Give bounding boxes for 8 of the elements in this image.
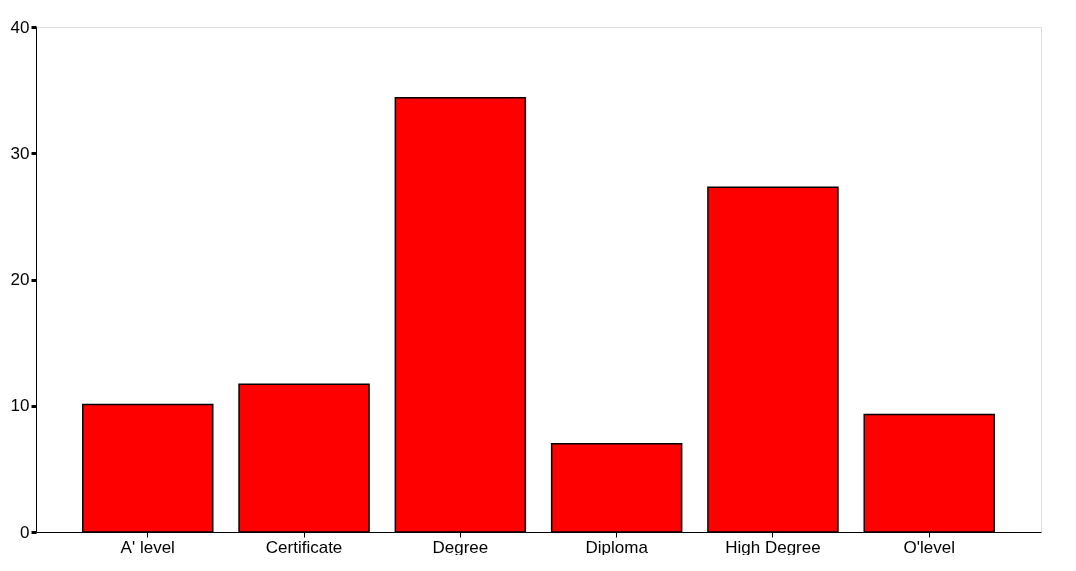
y-tick-label: 30 bbox=[10, 143, 30, 163]
x-tick-label: O'level bbox=[903, 537, 955, 557]
y-tick-label: 40 bbox=[10, 17, 30, 37]
x-tick-label: A' level bbox=[120, 537, 175, 557]
x-tick-label: Certificate bbox=[265, 537, 343, 557]
y-tick-label: 20 bbox=[10, 270, 30, 289]
y-tick-label: 0 bbox=[20, 522, 30, 542]
y-tick-label: 10 bbox=[10, 396, 30, 416]
